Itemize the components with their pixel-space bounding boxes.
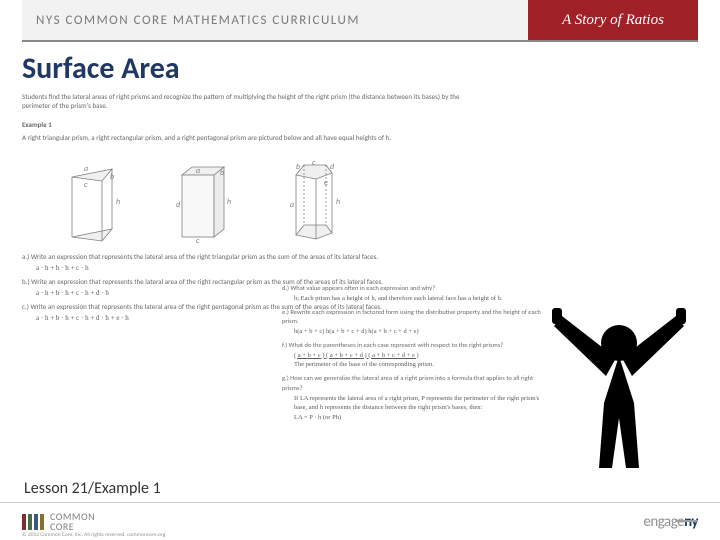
svg-text:d: d: [176, 200, 180, 210]
qa-right-1: e.) Rewrite each expression in factored …: [282, 308, 542, 328]
slide-header: NYS COMMON CORE MATHEMATICS CURRICULUM A…: [22, 0, 698, 42]
story-title: A Story of Ratios: [528, 0, 698, 40]
example-desc: A right triangular prism, a right rectan…: [22, 133, 442, 142]
svg-text:h: h: [116, 197, 120, 207]
cc-bars-icon: [22, 514, 44, 530]
svg-text:b: b: [110, 172, 114, 182]
qa-left-0: a.) Write an expression that represents …: [22, 252, 442, 263]
intro-text: Students find the lateral areas of right…: [22, 92, 482, 110]
svg-text:h: h: [227, 197, 231, 207]
svg-text:a: a: [84, 164, 88, 174]
svg-text:c: c: [84, 180, 88, 190]
qa-right-2: f.) What do the parentheses in each case…: [282, 341, 542, 351]
lesson-reference: Lesson 21/Example 1: [24, 479, 161, 498]
svg-text:h: h: [336, 197, 340, 207]
page-title: Surface Area: [22, 50, 698, 87]
svg-text:b: b: [220, 168, 224, 178]
qa-right: d.) What value appears often in each exp…: [282, 280, 542, 423]
qa-right-3: g.) How can we generalize the lateral ar…: [282, 374, 542, 394]
prisms-row: a b c h a b d c h: [62, 154, 698, 244]
svg-text:b: b: [296, 162, 300, 172]
svg-text:a: a: [290, 200, 294, 210]
svg-text:e: e: [324, 178, 328, 188]
victory-icon: [544, 308, 694, 478]
page-number-mark: [676, 520, 698, 522]
triangular-prism: a b c h: [62, 159, 132, 244]
common-core-logo: COMMON CORE: [22, 512, 95, 532]
example-label: Example 1: [22, 120, 698, 129]
rectangular-prism: a b d c h: [172, 159, 242, 244]
pentagonal-prism: c d b a e h: [282, 159, 362, 244]
svg-text:a: a: [196, 166, 200, 176]
curriculum-label: NYS COMMON CORE MATHEMATICS CURRICULUM: [22, 0, 528, 40]
qa-right-0: d.) What value appears often in each exp…: [282, 284, 542, 294]
svg-text:d: d: [330, 162, 334, 172]
copyright-text: © 2012 Common Core, Inc. All rights rese…: [22, 532, 165, 538]
